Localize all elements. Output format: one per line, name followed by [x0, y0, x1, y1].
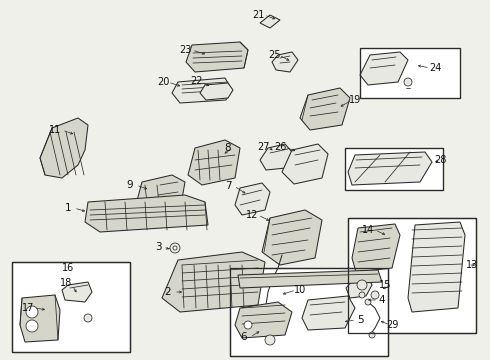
- Bar: [345, 148, 443, 190]
- Circle shape: [170, 243, 180, 253]
- Circle shape: [26, 306, 38, 318]
- Text: 10: 10: [294, 285, 306, 295]
- Polygon shape: [85, 195, 208, 232]
- Text: 29: 29: [386, 320, 398, 330]
- Polygon shape: [260, 15, 280, 28]
- Circle shape: [244, 321, 252, 329]
- Circle shape: [359, 292, 365, 298]
- Circle shape: [365, 299, 371, 305]
- Polygon shape: [238, 270, 382, 288]
- Text: 5: 5: [357, 315, 363, 325]
- Text: 18: 18: [60, 278, 72, 288]
- Bar: [12, 262, 130, 352]
- Polygon shape: [162, 252, 265, 312]
- Polygon shape: [300, 88, 350, 130]
- Text: 23: 23: [179, 45, 191, 55]
- Text: 19: 19: [349, 95, 361, 105]
- Circle shape: [173, 246, 177, 250]
- Polygon shape: [135, 175, 185, 218]
- Polygon shape: [235, 183, 270, 215]
- Text: 21: 21: [252, 10, 264, 20]
- Polygon shape: [172, 78, 232, 103]
- Polygon shape: [188, 140, 240, 185]
- Bar: [348, 218, 476, 333]
- Text: 7: 7: [225, 181, 231, 191]
- Text: 3: 3: [155, 242, 161, 252]
- Circle shape: [369, 332, 375, 338]
- Text: 15: 15: [379, 280, 391, 290]
- Text: 27: 27: [257, 142, 269, 152]
- Circle shape: [84, 314, 92, 322]
- Polygon shape: [20, 295, 60, 342]
- Polygon shape: [408, 222, 465, 312]
- Text: 28: 28: [434, 155, 446, 165]
- Text: 14: 14: [362, 225, 374, 235]
- Polygon shape: [348, 152, 432, 185]
- Text: 26: 26: [274, 142, 286, 152]
- Text: 12: 12: [246, 210, 258, 220]
- Text: 16: 16: [62, 263, 74, 273]
- Circle shape: [26, 320, 38, 332]
- Text: 20: 20: [157, 77, 169, 87]
- Polygon shape: [282, 144, 328, 184]
- Bar: [345, 148, 443, 190]
- Text: 25: 25: [268, 50, 280, 60]
- Bar: [348, 218, 476, 333]
- Polygon shape: [40, 118, 88, 178]
- Circle shape: [371, 291, 379, 299]
- Bar: [230, 268, 388, 356]
- Circle shape: [404, 78, 412, 86]
- Bar: [360, 48, 460, 98]
- Polygon shape: [302, 296, 355, 330]
- Text: 9: 9: [127, 180, 133, 190]
- Text: 4: 4: [379, 295, 385, 305]
- Polygon shape: [62, 282, 92, 302]
- Circle shape: [265, 335, 275, 345]
- Text: 8: 8: [225, 143, 231, 153]
- Polygon shape: [346, 277, 372, 298]
- Polygon shape: [262, 210, 322, 265]
- Polygon shape: [352, 224, 400, 272]
- Polygon shape: [235, 302, 292, 338]
- Bar: [12, 262, 130, 352]
- Polygon shape: [200, 83, 233, 100]
- Text: 2: 2: [165, 287, 172, 297]
- Text: 24: 24: [429, 63, 441, 73]
- Bar: [230, 268, 388, 356]
- Bar: [360, 48, 460, 98]
- Text: 17: 17: [22, 303, 34, 313]
- Text: 13: 13: [466, 260, 478, 270]
- Polygon shape: [260, 144, 292, 170]
- Text: 11: 11: [49, 125, 61, 135]
- Polygon shape: [272, 52, 298, 72]
- Circle shape: [357, 280, 367, 290]
- Text: 22: 22: [190, 76, 202, 86]
- Polygon shape: [360, 52, 408, 85]
- Text: 1: 1: [65, 203, 72, 213]
- Text: 6: 6: [241, 332, 247, 342]
- Polygon shape: [186, 42, 248, 72]
